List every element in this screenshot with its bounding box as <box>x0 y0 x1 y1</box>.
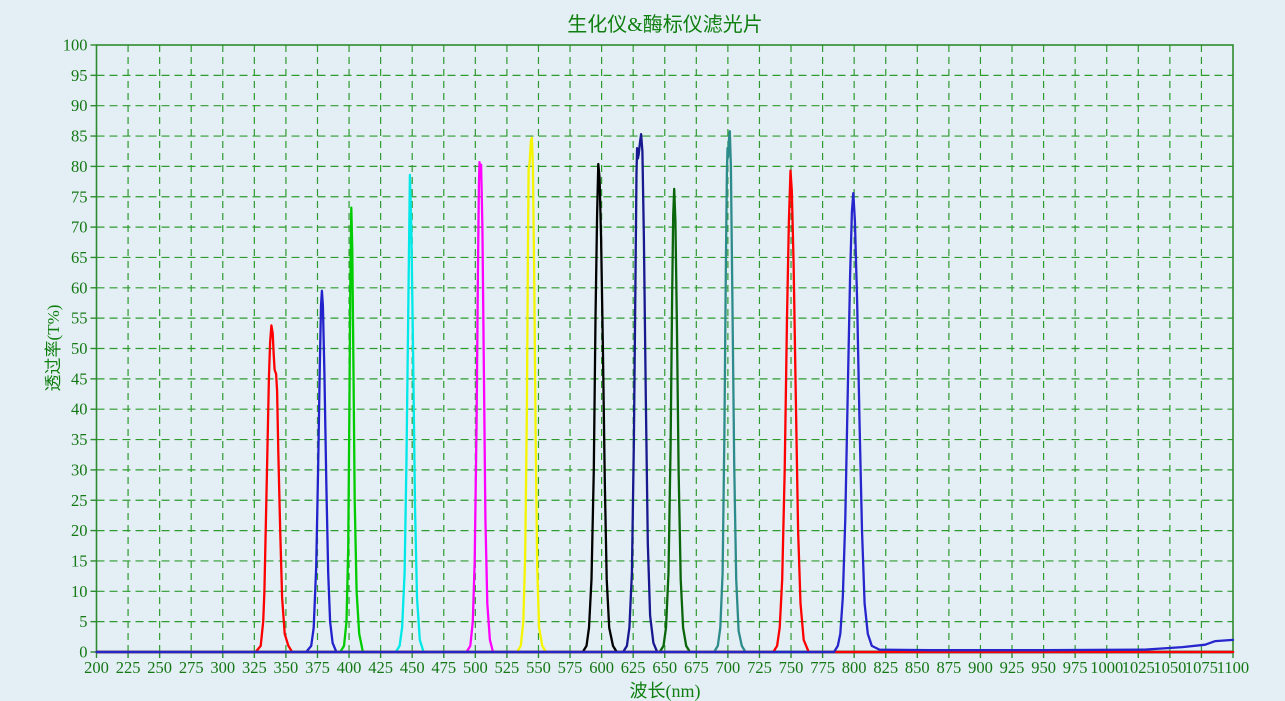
y-tick-label: 100 <box>63 36 88 55</box>
x-tick-label: 475 <box>431 658 456 677</box>
curve-340nm-filter <box>95 324 1235 654</box>
curve-545nm-filter <box>95 136 1235 654</box>
x-tick-label: 850 <box>905 658 930 677</box>
x-tick-label: 575 <box>558 658 583 677</box>
x-tick-label: 225 <box>116 658 141 677</box>
curve-505nm-filter <box>95 161 1235 654</box>
y-tick-label: 95 <box>71 66 88 85</box>
y-tick-label: 15 <box>71 551 88 570</box>
y-tick-label: 65 <box>71 248 88 267</box>
x-tick-label: 1000 <box>1090 658 1123 677</box>
curve-450nm-filter <box>95 173 1235 654</box>
x-tick-label: 725 <box>747 658 772 677</box>
x-tick-label: 800 <box>842 658 867 677</box>
x-tick-label: 700 <box>716 658 741 677</box>
x-tick-label: 975 <box>1063 658 1088 677</box>
x-tick-label: 550 <box>526 658 551 677</box>
y-tick-label: 70 <box>71 218 88 237</box>
x-tick-label: 275 <box>179 658 204 677</box>
x-tick-label: 425 <box>368 658 393 677</box>
y-tick-label: 25 <box>71 491 88 510</box>
x-tick-label: 775 <box>810 658 835 677</box>
y-tick-label: 5 <box>79 612 87 631</box>
x-tick-label: 625 <box>621 658 646 677</box>
x-axis-title: 波长(nm) <box>629 681 701 701</box>
x-tick-label: 1050 <box>1153 658 1186 677</box>
x-tick-label: 350 <box>274 658 299 677</box>
y-tick-label: 80 <box>71 157 88 176</box>
y-tick-label: 30 <box>71 460 88 479</box>
y-tick-label: 35 <box>71 430 88 449</box>
curve-598nm-filter <box>95 162 1235 654</box>
curve-700nm-filter <box>95 130 1235 654</box>
chart-title: 生化仪&酶标仪滤光片 <box>567 14 763 36</box>
y-tick-label: 90 <box>71 96 88 115</box>
x-tick-label: 400 <box>337 658 362 677</box>
x-tick-label: 1100 <box>1217 658 1249 677</box>
curve-630nm-filter <box>95 133 1235 654</box>
x-tick-label: 250 <box>147 658 172 677</box>
x-tick-label: 925 <box>1000 658 1025 677</box>
x-tick-label: 525 <box>495 658 520 677</box>
x-tick-label: 825 <box>873 658 898 677</box>
y-tick-label: 45 <box>71 369 88 388</box>
curve-660nm-filter <box>95 187 1235 654</box>
x-tick-label: 325 <box>242 658 267 677</box>
x-tick-label: 675 <box>684 658 709 677</box>
x-tick-label: 1025 <box>1122 658 1155 677</box>
y-tick-label: 10 <box>71 582 88 601</box>
curve-750nm-filter <box>95 169 1235 654</box>
y-tick-label: 85 <box>71 127 88 146</box>
x-tick-label: 600 <box>589 658 614 677</box>
x-tick-label: 450 <box>400 658 425 677</box>
y-tick-label: 40 <box>71 400 88 419</box>
y-tick-label: 20 <box>71 521 88 540</box>
y-tick-label: 55 <box>71 309 88 328</box>
x-tick-label: 750 <box>779 658 804 677</box>
x-tick-label: 950 <box>1031 658 1056 677</box>
y-tick-label: 0 <box>79 643 87 662</box>
curve-800nm-filter <box>95 191 1235 654</box>
x-tick-label: 1075 <box>1185 658 1218 677</box>
x-tick-label: 875 <box>937 658 962 677</box>
x-tick-label: 300 <box>210 658 235 677</box>
x-tick-label: 200 <box>84 658 109 677</box>
curve-378nm-filter <box>95 289 1235 654</box>
y-tick-label: 60 <box>71 278 88 297</box>
x-tick-label: 900 <box>968 658 993 677</box>
curve-405nm-filter <box>95 206 1235 654</box>
x-tick-label: 375 <box>305 658 330 677</box>
x-tick-label: 650 <box>652 658 677 677</box>
y-tick-label: 50 <box>71 339 88 358</box>
x-tick-label: 500 <box>463 658 488 677</box>
y-tick-label: 75 <box>71 187 88 206</box>
